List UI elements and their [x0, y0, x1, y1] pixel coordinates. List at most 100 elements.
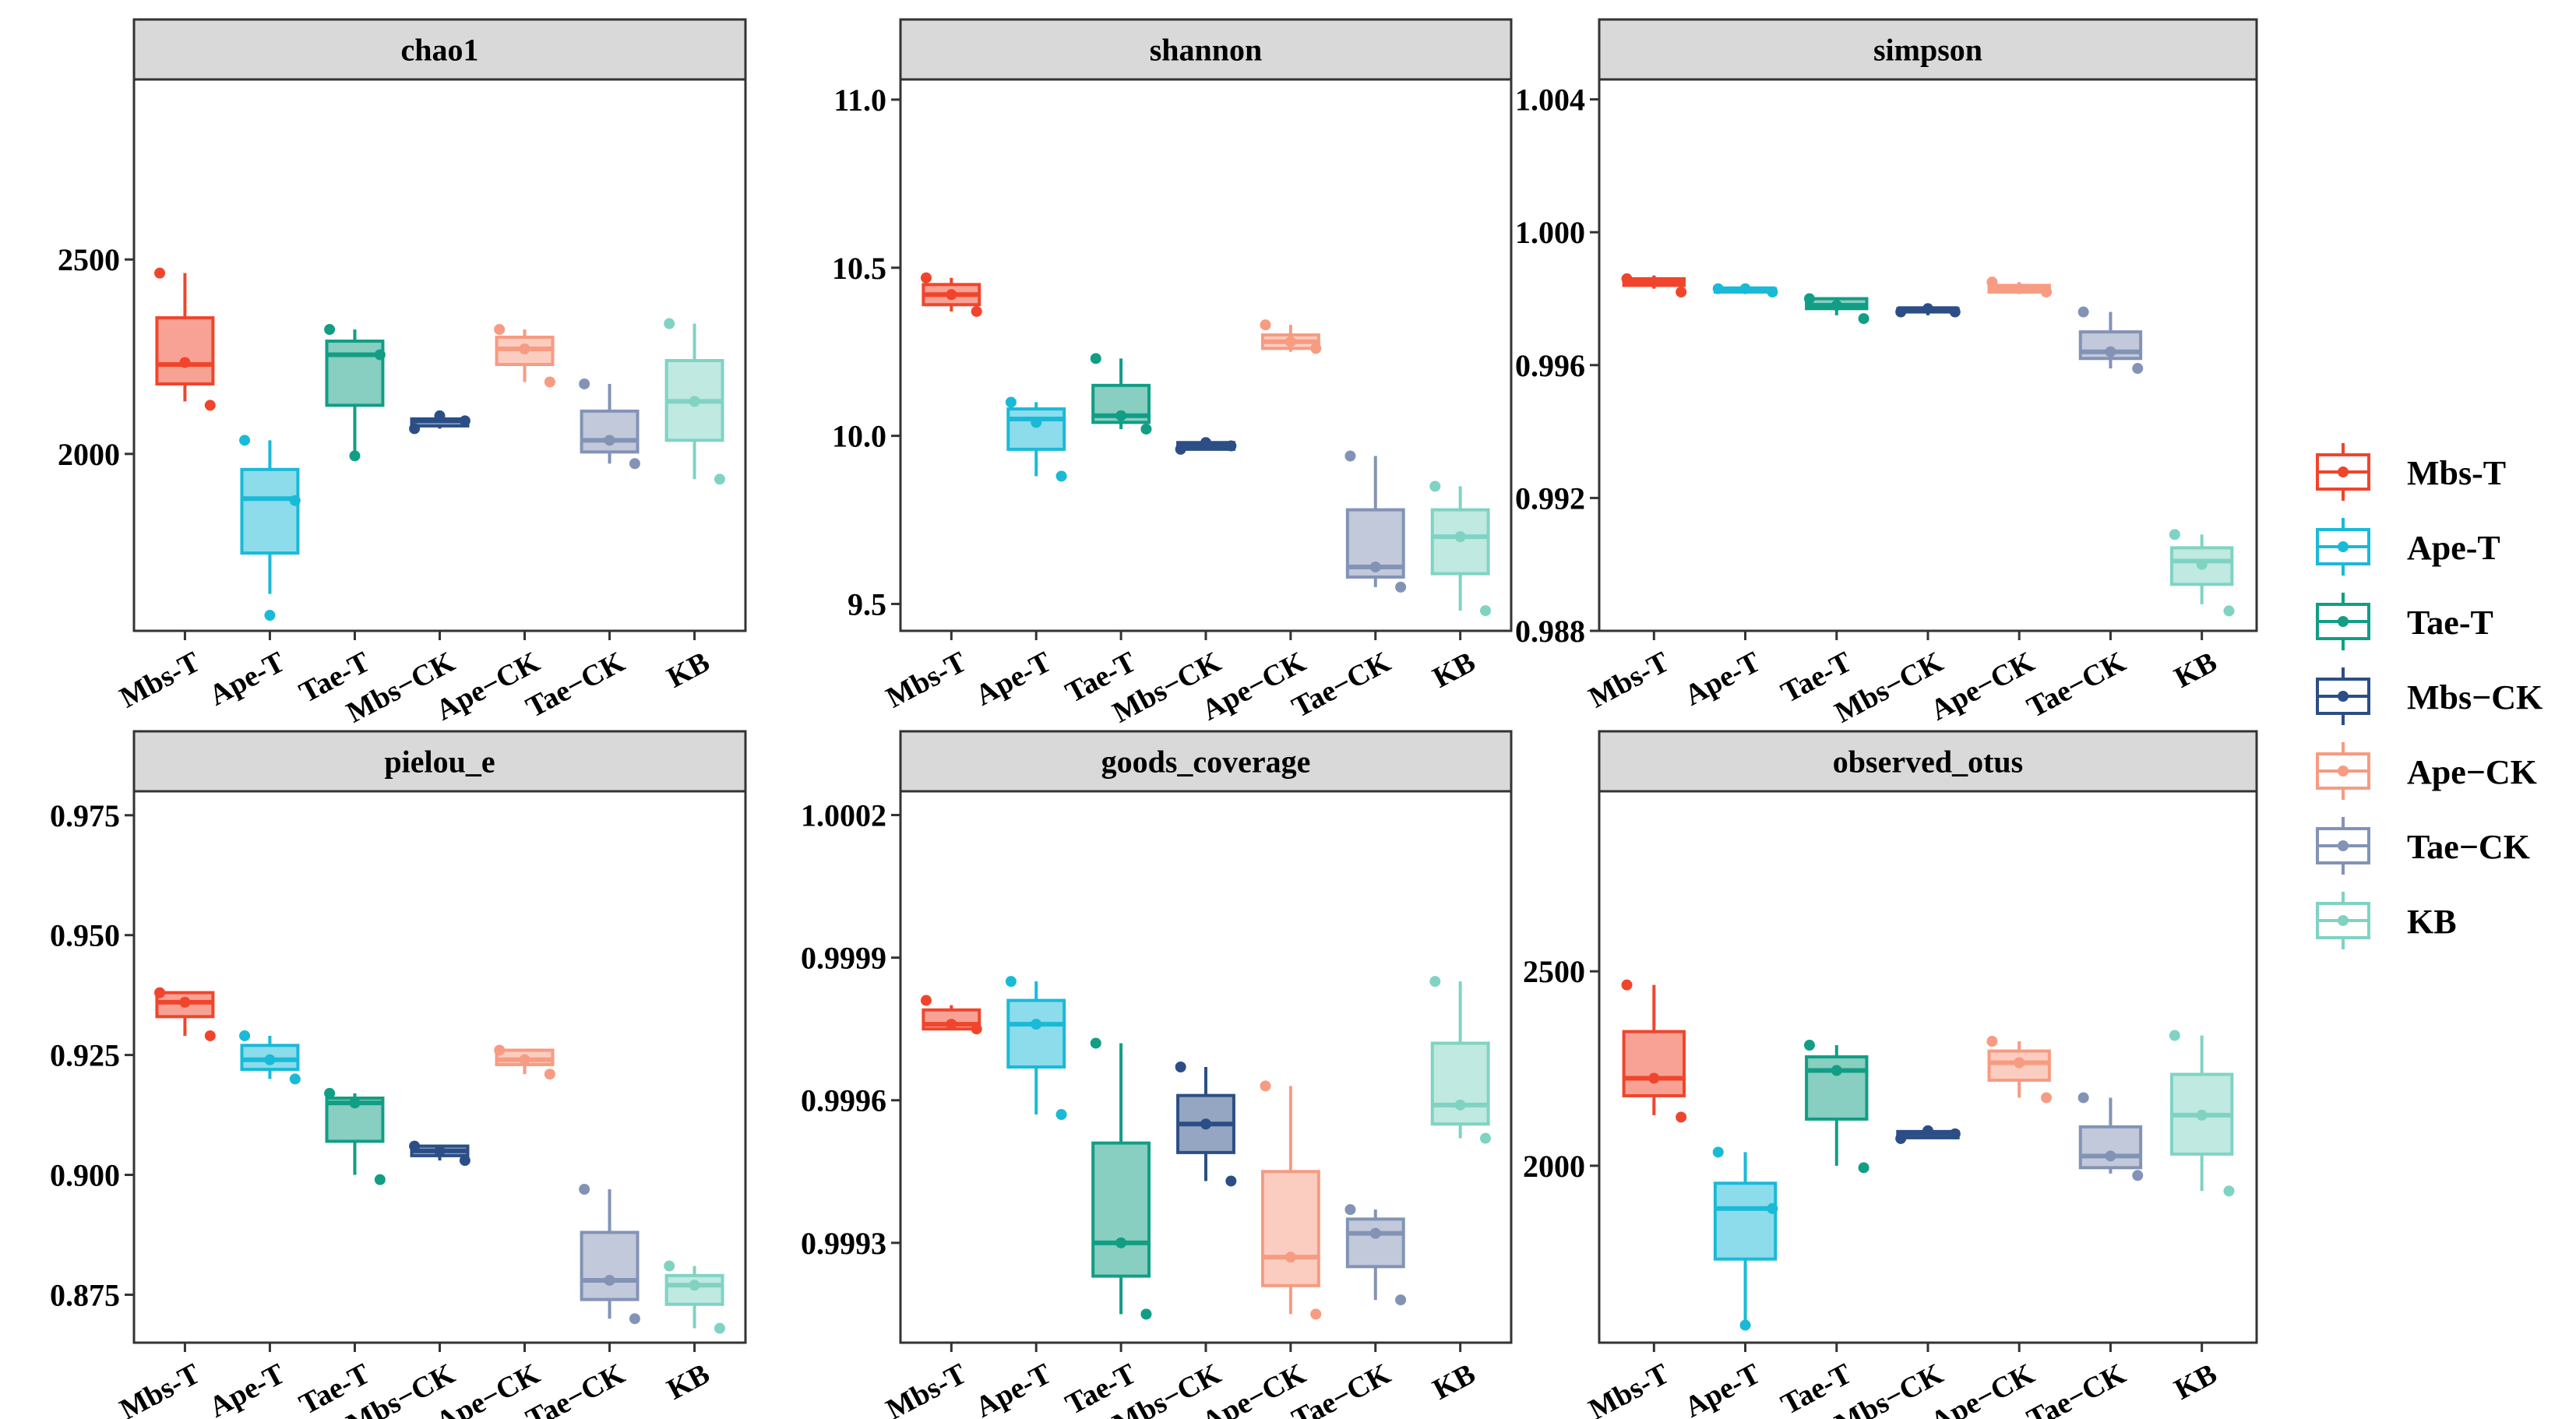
data-point	[2223, 1185, 2235, 1197]
panel-goods-coverage: goods_coverage 0.9993 0.9996 0.9999 1.0002 Mb…	[801, 730, 1513, 1419]
box-Mbs−CK	[1895, 1125, 1961, 1144]
box-KB	[664, 1260, 725, 1334]
data-point	[204, 1030, 216, 1041]
box-Ape-T	[1712, 1146, 1778, 1331]
y-tick-label: 10.0	[832, 419, 886, 454]
legend-label: Ape−CK	[2407, 753, 2537, 791]
y-tick-label: 1.0002	[801, 798, 886, 833]
legend-key-point	[2338, 541, 2349, 552]
x-tick-label: Mbs-T	[115, 646, 206, 715]
box-Tae-T	[1803, 1040, 1869, 1174]
data-point	[1369, 561, 1381, 572]
data-point	[1621, 979, 1633, 991]
box-KB	[1429, 481, 1492, 617]
legend-key-point	[2338, 691, 2349, 702]
panel-strip	[132, 18, 747, 81]
x-tick-label: Ape-T	[1679, 1357, 1766, 1419]
y-tick-label: 9.5	[848, 586, 886, 621]
legend-item: KB	[2316, 892, 2457, 949]
y-tick-label: 0.900	[50, 1158, 120, 1193]
data-point	[2223, 605, 2235, 617]
data-point	[629, 1313, 640, 1325]
data-point	[971, 1023, 982, 1035]
box-Ape−CK	[1986, 276, 2053, 298]
data-point	[2105, 346, 2116, 357]
box-iqr	[325, 340, 385, 407]
data-point	[1949, 306, 1961, 318]
data-point	[1260, 319, 1271, 331]
data-point	[1676, 1111, 1687, 1123]
legend-item: Tae-T	[2316, 593, 2493, 650]
data-point	[689, 396, 700, 407]
data-point	[494, 324, 506, 336]
data-point	[1621, 273, 1633, 284]
data-point	[1429, 976, 1441, 988]
data-point	[1115, 410, 1127, 421]
data-point	[946, 289, 957, 301]
data-point	[1175, 443, 1186, 455]
x-tick-label: Mbs-T	[881, 646, 972, 715]
data-point	[579, 378, 590, 389]
box-Mbs−CK	[409, 410, 470, 435]
x-tick-label: Ape−CK	[1925, 646, 2039, 727]
data-point	[1260, 1080, 1271, 1092]
panel-title: pielou_e	[384, 745, 495, 780]
data-point	[264, 610, 276, 621]
y-tick-label: 0.992	[1515, 481, 1585, 516]
data-point	[2014, 1057, 2025, 1069]
x-tick-label: Ape-T	[970, 646, 1056, 713]
box-Ape−CK	[1986, 1036, 2053, 1104]
data-point	[1310, 343, 1322, 354]
data-point	[519, 1054, 530, 1065]
data-point	[544, 1069, 555, 1080]
data-point	[1858, 1162, 1869, 1174]
data-point	[1090, 353, 1101, 364]
data-point	[2196, 1109, 2208, 1121]
legend-label: Ape-T	[2407, 529, 2500, 567]
legend-item: Ape−CK	[2316, 742, 2537, 800]
data-point	[2105, 1150, 2116, 1162]
data-point	[1986, 1036, 1998, 1048]
x-tick-label: KB	[2169, 646, 2222, 695]
x-tick-label: Tae−CK	[2022, 646, 2132, 724]
data-point	[1115, 1237, 1127, 1248]
data-point	[1949, 1128, 1961, 1139]
data-point	[374, 1174, 386, 1185]
legend-label: KB	[2407, 903, 2457, 941]
data-point	[1055, 470, 1067, 482]
data-point	[239, 1030, 251, 1041]
data-point	[1005, 396, 1017, 408]
box-iqr	[580, 1231, 640, 1301]
data-point	[1031, 417, 1042, 428]
data-point	[1648, 1072, 1660, 1084]
box-iqr	[155, 316, 215, 386]
panel-title: goods_coverage	[1101, 745, 1311, 780]
data-point	[1922, 1125, 1933, 1136]
panel-title: observed_otus	[1833, 745, 2023, 780]
data-point	[689, 1280, 700, 1291]
y-tick-label: 0.9996	[801, 1083, 886, 1118]
box-Ape−CK	[494, 324, 555, 388]
y-tick-label: 10.5	[832, 251, 886, 286]
x-tick-label: Tae−CK	[2022, 1357, 2132, 1419]
data-point	[409, 423, 421, 435]
data-point	[1284, 336, 1296, 347]
x-tick-label: KB	[662, 646, 715, 695]
data-point	[409, 1140, 421, 1152]
data-point	[1140, 423, 1152, 435]
box-KB	[664, 318, 725, 485]
box-Tae−CK	[579, 378, 640, 470]
box-Tae-T	[1090, 353, 1152, 435]
data-point	[2014, 283, 2025, 294]
y-tick-label: 0.9993	[801, 1226, 886, 1261]
y-tick-label: 0.975	[50, 798, 120, 833]
x-tick-label: Ape-T	[1679, 646, 1766, 713]
data-point	[2132, 363, 2144, 375]
data-point	[1895, 306, 1907, 318]
data-point	[544, 376, 555, 388]
box-Tae-T	[324, 1087, 386, 1185]
x-tick-label: Mbs-T	[881, 1357, 972, 1419]
